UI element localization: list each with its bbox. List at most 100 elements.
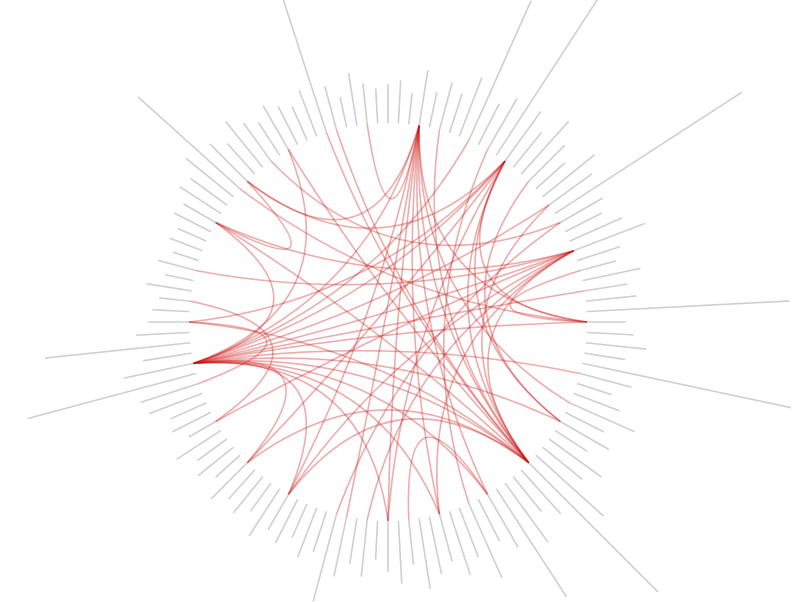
bar: [210, 460, 250, 500]
bar: [546, 173, 593, 208]
bar: [583, 300, 790, 313]
bar: [397, 517, 403, 584]
link-layer: [188, 123, 588, 522]
bar-layer: [27, 0, 792, 602]
bar: [360, 516, 369, 577]
bar: [148, 391, 206, 415]
bar: [257, 121, 282, 159]
link: [418, 125, 571, 404]
bar: [277, 106, 300, 148]
bar: [142, 351, 195, 362]
bar: [562, 212, 603, 234]
link: [345, 125, 420, 517]
bar: [427, 91, 438, 131]
link: [387, 160, 506, 522]
bar: [176, 428, 225, 460]
bar: [557, 419, 610, 451]
link: [418, 125, 588, 323]
bar: [485, 491, 519, 548]
bar: [533, 452, 605, 517]
inner-disc: [189, 123, 587, 521]
link: [483, 180, 561, 423]
link: [366, 123, 420, 200]
bar: [137, 96, 243, 192]
link: [193, 360, 287, 464]
bar: [291, 500, 310, 538]
bar: [502, 111, 542, 164]
bar: [347, 72, 359, 129]
bar: [510, 473, 543, 513]
bar: [447, 93, 463, 136]
link: [215, 221, 574, 271]
bar: [457, 77, 483, 140]
bar: [574, 381, 612, 396]
bar: [225, 120, 266, 171]
bar: [136, 331, 193, 336]
bar: [185, 157, 237, 200]
link: [433, 129, 530, 464]
link: [215, 180, 292, 251]
bar: [170, 400, 210, 420]
link: [193, 357, 561, 423]
bar: [232, 473, 266, 514]
bar: [518, 120, 570, 177]
link: [189, 300, 274, 423]
bar: [476, 103, 500, 148]
link: [417, 125, 530, 464]
bar: [407, 516, 415, 565]
link: [193, 249, 575, 365]
link: [270, 160, 561, 247]
bar: [579, 267, 641, 283]
link: [193, 360, 530, 464]
bar: [159, 297, 194, 303]
bar: [296, 504, 319, 558]
bar: [333, 513, 349, 577]
bar: [146, 283, 195, 293]
bar: [164, 273, 197, 283]
link: [411, 125, 441, 515]
link: [487, 249, 575, 464]
bar: [267, 491, 291, 531]
link: [188, 321, 530, 464]
bar: [249, 480, 274, 512]
bar: [157, 259, 199, 273]
link: [335, 129, 530, 464]
bar: [581, 283, 628, 293]
bar: [242, 122, 274, 164]
bar: [485, 98, 518, 153]
bar: [581, 351, 626, 361]
bar: [427, 513, 443, 575]
link: [474, 160, 561, 423]
bar: [298, 90, 319, 140]
bar: [169, 237, 206, 253]
bar: [197, 444, 237, 477]
link: [239, 188, 588, 323]
bar: [566, 217, 623, 244]
bar: [407, 93, 413, 128]
link: [287, 417, 530, 495]
bar: [526, 460, 659, 593]
bar: [123, 361, 197, 379]
link: [193, 321, 588, 365]
link: [188, 321, 268, 385]
bar: [374, 517, 379, 560]
link: [193, 204, 550, 365]
link: [287, 149, 530, 464]
bar: [546, 436, 603, 478]
bar: [570, 391, 620, 412]
link: [193, 125, 420, 365]
bar: [551, 428, 589, 453]
link: [509, 269, 588, 323]
bar: [226, 143, 258, 177]
bar: [291, 106, 310, 144]
bar: [196, 436, 230, 462]
bar: [27, 371, 199, 420]
bar: [447, 508, 471, 576]
bar: [324, 86, 339, 133]
link: [325, 132, 530, 464]
bar: [579, 361, 792, 409]
bar: [510, 131, 543, 171]
bar: [152, 308, 193, 313]
link: [335, 221, 561, 515]
